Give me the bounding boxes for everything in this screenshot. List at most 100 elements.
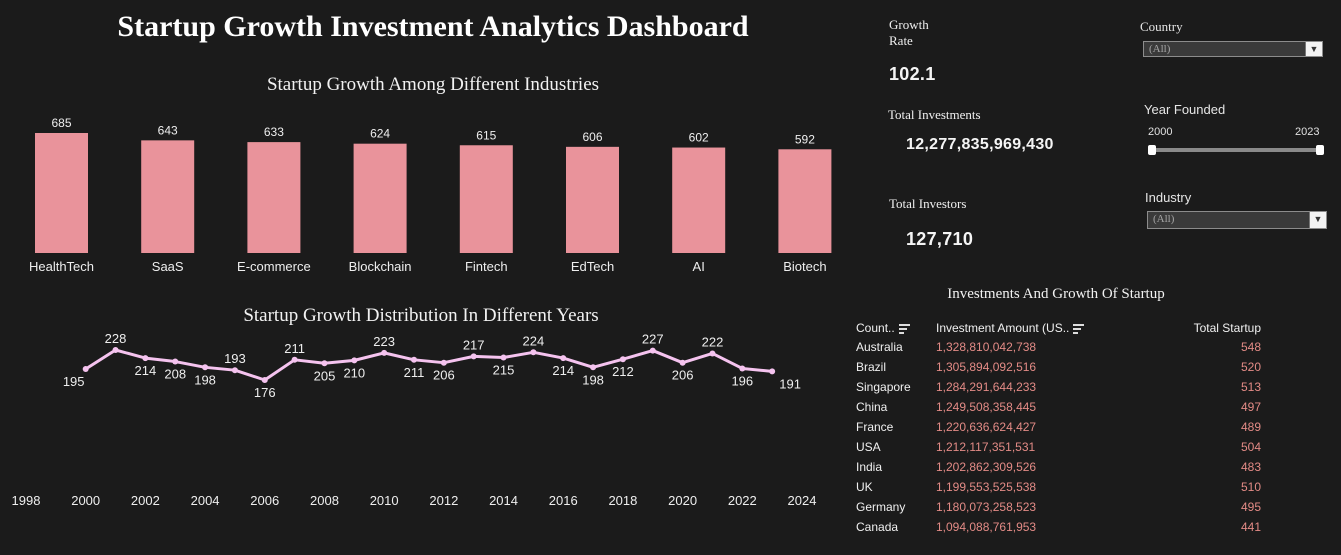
bar-category-label: AI — [693, 259, 705, 274]
bar-value-label: 633 — [264, 125, 284, 139]
growth-rate-label: Growth Rate — [889, 17, 929, 48]
bar-category-label: Blockchain — [349, 259, 412, 274]
data-point — [321, 360, 328, 367]
point-value-label: 198 — [194, 372, 216, 387]
point-value-label: 205 — [314, 368, 336, 383]
data-point — [351, 357, 358, 364]
bar-value-label: 643 — [158, 123, 178, 137]
country-filter-label: Country — [1140, 19, 1183, 34]
data-point — [769, 368, 776, 375]
year-max-label: 2023 — [1295, 126, 1320, 138]
investment-amount-cell: 1,284,291,644,233 — [936, 380, 1037, 394]
x-tick-label: 2002 — [131, 493, 160, 508]
bar-value-label: 602 — [689, 131, 709, 145]
data-point — [142, 355, 149, 362]
investment-amount-cell: 1,199,553,525,538 — [936, 480, 1037, 494]
table-row[interactable]: China 1,249,508,358,445 497 — [856, 397, 1261, 417]
industry-bar-chart: 685 HealthTech 643 SaaS 633 E-commerce 624 Bloc… — [29, 116, 832, 274]
table-row[interactable]: France 1,220,636,624,427 489 — [856, 417, 1261, 437]
investment-amount-cell: 1,212,117,351,531 — [936, 440, 1036, 454]
total-startup-cell: 495 — [1240, 500, 1261, 514]
x-tick-label: 1998 — [12, 493, 41, 508]
x-tick-label: 2006 — [250, 493, 279, 508]
point-value-label: 215 — [493, 363, 515, 378]
data-point — [590, 364, 597, 371]
year-slider-min-handle[interactable] — [1148, 145, 1156, 155]
bar-category-label: Fintech — [465, 259, 508, 274]
country-cell: Brazil — [856, 360, 887, 374]
total-startup-cell: 483 — [1240, 460, 1261, 474]
total-investments-label: Total Investments — [888, 107, 981, 122]
investment-amount-cell: 1,328,810,042,738 — [936, 340, 1037, 354]
point-value-label: 224 — [523, 333, 545, 348]
country-cell: USA — [856, 440, 881, 454]
point-value-label: 206 — [433, 368, 455, 383]
x-tick-label: 2010 — [370, 493, 399, 508]
bar — [459, 145, 513, 253]
table-row[interactable]: USA 1,212,117,351,531 504 — [856, 437, 1261, 457]
country-cell: Australia — [856, 340, 903, 354]
data-point — [440, 359, 447, 366]
table-row[interactable]: Australia 1,328,810,042,738 548 — [856, 337, 1261, 357]
country-cell: Canada — [856, 520, 899, 534]
bar-value-label: 615 — [476, 128, 496, 142]
bar-category-label: Biotech — [783, 259, 826, 274]
year-slider-track[interactable] — [1152, 148, 1320, 152]
table-row[interactable]: UK 1,199,553,525,538 510 — [856, 477, 1261, 497]
bar — [672, 147, 726, 253]
bar — [141, 140, 195, 253]
data-point — [381, 349, 388, 356]
country-cell: Singapore — [856, 380, 911, 394]
country-cell: France — [856, 420, 894, 434]
investment-column-header[interactable]: Investment Amount (US.. — [936, 319, 1121, 337]
point-value-label: 217 — [463, 337, 485, 352]
investment-amount-cell: 1,202,862,309,526 — [936, 460, 1037, 474]
investment-amount-cell: 1,305,894,092,516 — [936, 360, 1037, 374]
industry-dropdown-value: (All) — [1153, 213, 1175, 225]
point-value-label: 210 — [343, 365, 365, 380]
x-tick-label: 2000 — [71, 493, 100, 508]
point-value-label: 228 — [105, 331, 127, 346]
total-investors-value: 127,710 — [906, 229, 974, 249]
sort-icon[interactable] — [898, 323, 910, 334]
x-tick-label: 2018 — [608, 493, 637, 508]
table-header-row: Count.. Investment Amount (US.. Total St… — [856, 319, 1261, 337]
x-tick-label: 2024 — [788, 493, 817, 508]
table-row[interactable]: Singapore 1,284,291,644,233 513 — [856, 377, 1261, 397]
bar-category-label: E-commerce — [237, 259, 311, 274]
investment-table: Count.. Investment Amount (US.. Total St… — [856, 319, 1261, 537]
table-row[interactable]: Germany 1,180,073,258,523 495 — [856, 497, 1261, 517]
total-investments-value: 12,277,835,969,430 — [906, 136, 1054, 153]
bar-category-label: HealthTech — [29, 259, 94, 274]
country-cell: China — [856, 400, 888, 414]
bar-value-label: 624 — [370, 127, 390, 141]
total-startup-cell: 489 — [1240, 420, 1261, 434]
table-row[interactable]: Canada 1,094,088,761,953 441 — [856, 517, 1261, 537]
point-value-label: 193 — [224, 351, 246, 366]
year-min-label: 2000 — [1148, 126, 1173, 138]
chevron-down-icon[interactable]: ▼ — [1305, 42, 1322, 56]
data-point — [649, 347, 656, 354]
total-startup-cell: 497 — [1240, 400, 1261, 414]
data-point — [470, 353, 477, 360]
data-point — [739, 365, 746, 372]
total-startup-cell: 504 — [1240, 440, 1261, 454]
data-point — [530, 349, 537, 356]
bar-value-label: 592 — [795, 132, 815, 146]
point-value-label: 195 — [63, 374, 85, 389]
total-startup-column-header[interactable]: Total Startup — [1193, 321, 1261, 335]
country-dropdown-value: (All) — [1149, 43, 1171, 55]
bar — [247, 142, 301, 253]
sort-icon[interactable] — [1073, 323, 1085, 334]
table-row[interactable]: Brazil 1,305,894,092,516 520 — [856, 357, 1261, 377]
total-investors-label: Total Investors — [889, 196, 967, 211]
year-slider-max-handle[interactable] — [1316, 145, 1324, 155]
data-point — [202, 364, 209, 371]
chevron-down-icon[interactable]: ▼ — [1309, 212, 1326, 228]
country-dropdown[interactable]: (All) ▼ — [1143, 41, 1323, 57]
x-tick-label: 2022 — [728, 493, 757, 508]
point-value-label: 208 — [164, 367, 186, 382]
industry-dropdown[interactable]: (All) ▼ — [1147, 211, 1327, 229]
country-column-header[interactable]: Count.. — [856, 319, 936, 337]
table-row[interactable]: India 1,202,862,309,526 483 — [856, 457, 1261, 477]
